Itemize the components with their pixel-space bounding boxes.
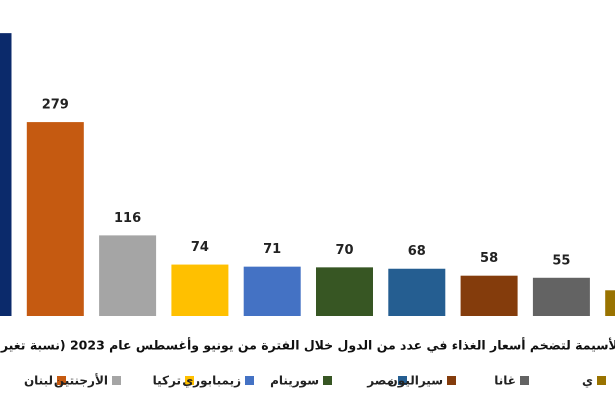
legend-swatch <box>185 376 194 385</box>
bar <box>532 277 590 316</box>
value-label: 58 <box>480 251 498 266</box>
legend-label: غانا <box>494 374 516 388</box>
legend-swatch <box>323 376 332 385</box>
bar <box>171 264 229 316</box>
legend-label: الأرجنتين <box>54 373 108 388</box>
chart-title: بة الأسيمة لتضخم أسعار الغذاء في عدد من … <box>0 337 615 354</box>
bar <box>316 267 373 316</box>
legend-swatch <box>398 376 407 385</box>
legend-label: لبنان <box>24 374 53 388</box>
legend-swatch <box>597 376 606 385</box>
legend-swatch <box>520 376 529 385</box>
bar <box>0 33 12 316</box>
legend-label: سورينام <box>270 374 319 389</box>
bar <box>460 275 518 316</box>
legend-label: ي <box>582 374 593 388</box>
bar <box>388 268 446 316</box>
bar <box>605 290 615 316</box>
legend-label: مصر <box>366 374 394 388</box>
value-label: 116 <box>114 211 141 226</box>
bar <box>243 266 301 316</box>
value-label: 68 <box>408 244 426 259</box>
legend-swatch <box>245 376 254 385</box>
legend-label: سيراليون <box>388 374 443 389</box>
value-label: 279 <box>42 98 69 113</box>
value-label: 71 <box>263 242 281 257</box>
legend-label: تركيا <box>153 374 181 388</box>
bar <box>99 235 157 316</box>
value-label: 74 <box>191 240 209 255</box>
bar <box>26 122 84 316</box>
legend-swatch <box>112 376 121 385</box>
legend-swatch <box>57 376 66 385</box>
value-label: 55 <box>552 253 570 268</box>
value-label: 70 <box>335 243 353 258</box>
legend-label: زيمبابوري <box>182 374 241 389</box>
legend-swatch <box>447 376 456 385</box>
